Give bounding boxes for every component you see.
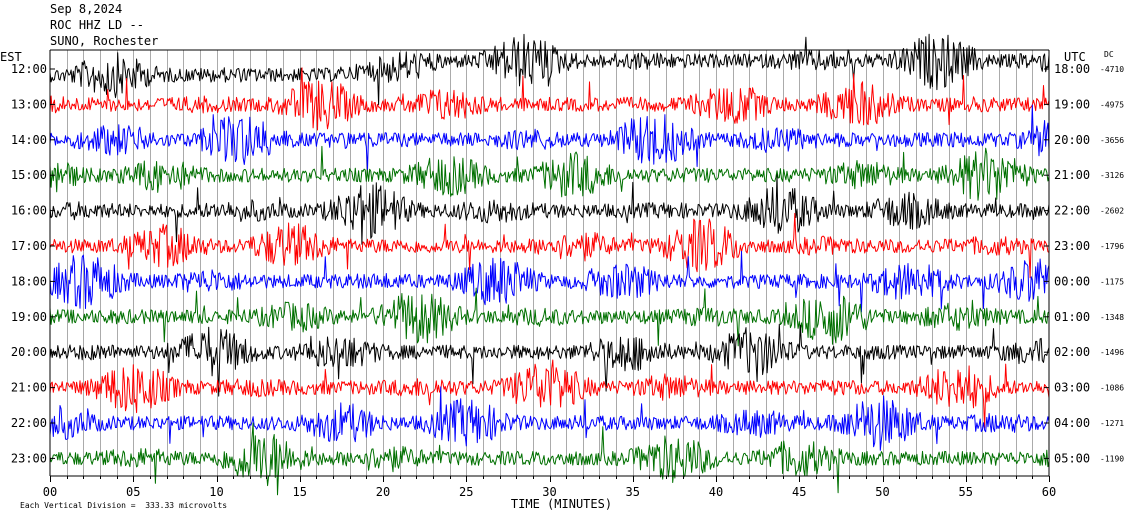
x-axis-label: TIME (MINUTES) bbox=[511, 497, 612, 511]
right-time-label: 02:00 bbox=[1054, 345, 1090, 359]
header-date: Sep 8,2024 bbox=[50, 2, 123, 16]
x-tick-label: 10 bbox=[209, 485, 223, 499]
x-tick-label: 25 bbox=[459, 485, 473, 499]
x-tick-label: 30 bbox=[542, 485, 556, 499]
right-time-label: 18:00 bbox=[1054, 62, 1090, 76]
dc-value: -1190 bbox=[1100, 454, 1124, 463]
trace-row-20:00 bbox=[49, 323, 1050, 397]
left-time-label: 13:00 bbox=[11, 97, 47, 111]
x-tick-label: 15 bbox=[293, 485, 307, 499]
header-station: ROC HHZ LD -- bbox=[50, 18, 144, 32]
dc-value: -1086 bbox=[1100, 384, 1124, 393]
dc-value: -1271 bbox=[1100, 419, 1124, 428]
right-timezone-label: UTC bbox=[1064, 50, 1086, 64]
right-time-label: 05:00 bbox=[1054, 451, 1090, 465]
dc-value: -1175 bbox=[1100, 277, 1124, 286]
footer-note: Each Vertical Division = 333.33 microvol… bbox=[20, 501, 228, 510]
x-tick-label: 45 bbox=[792, 485, 806, 499]
x-tick-label: 40 bbox=[709, 485, 723, 499]
x-tick-label: 05 bbox=[126, 485, 140, 499]
x-tick-label: 20 bbox=[376, 485, 390, 499]
trace-row-18:00 bbox=[49, 250, 1050, 313]
axis-labels: 12:00 18:00 -4710 13:00 19:00 -4975 14:00 20:00… bbox=[11, 62, 1124, 511]
dc-value: -3656 bbox=[1100, 136, 1124, 145]
dc-value: -4975 bbox=[1100, 100, 1124, 109]
axis-ticks bbox=[50, 68, 1050, 482]
dc-value: -1796 bbox=[1100, 242, 1124, 251]
left-time-label: 21:00 bbox=[11, 381, 47, 395]
x-tick-label: 50 bbox=[875, 485, 889, 499]
plot-frame bbox=[49, 49, 1050, 477]
gridlines bbox=[67, 50, 1033, 476]
right-time-label: 00:00 bbox=[1054, 274, 1090, 288]
right-time-label: 03:00 bbox=[1054, 381, 1090, 395]
x-tick-label: 35 bbox=[626, 485, 640, 499]
dc-value: -2602 bbox=[1100, 207, 1124, 216]
right-time-label: 20:00 bbox=[1054, 133, 1090, 147]
right-time-label: 04:00 bbox=[1054, 416, 1090, 430]
trace-row-12:00 bbox=[49, 33, 1050, 106]
trace-row-17:00 bbox=[49, 212, 1050, 279]
right-time-label: 22:00 bbox=[1054, 204, 1090, 218]
x-tick-label: 00 bbox=[43, 485, 57, 499]
trace-row-16:00 bbox=[49, 174, 1050, 245]
trace-row-23:00 bbox=[49, 422, 1050, 496]
left-timezone-label: EST bbox=[0, 50, 22, 64]
left-time-label: 20:00 bbox=[11, 345, 47, 359]
left-time-label: 23:00 bbox=[11, 451, 47, 465]
left-time-label: 18:00 bbox=[11, 274, 47, 288]
left-time-label: 12:00 bbox=[11, 62, 47, 76]
dc-value: -3126 bbox=[1100, 171, 1124, 180]
trace-row-14:00 bbox=[49, 104, 1050, 170]
left-time-label: 17:00 bbox=[11, 239, 47, 253]
right-time-label: 21:00 bbox=[1054, 168, 1090, 182]
left-time-label: 22:00 bbox=[11, 416, 47, 430]
trace-row-19:00 bbox=[49, 287, 1050, 347]
trace-row-15:00 bbox=[49, 145, 1050, 201]
dc-value: -1348 bbox=[1100, 313, 1124, 322]
left-time-label: 16:00 bbox=[11, 204, 47, 218]
right-time-label: 19:00 bbox=[1054, 97, 1090, 111]
x-tick-label: 55 bbox=[959, 485, 973, 499]
header-location: SUNO, Rochester bbox=[50, 34, 159, 48]
dc-value: -1496 bbox=[1100, 348, 1124, 357]
right-time-label: 23:00 bbox=[1054, 239, 1090, 253]
x-tick-label: 60 bbox=[1042, 485, 1056, 499]
left-time-label: 14:00 bbox=[11, 133, 47, 147]
left-time-label: 15:00 bbox=[11, 168, 47, 182]
trace-row-13:00 bbox=[49, 67, 1050, 131]
trace-row-22:00 bbox=[49, 386, 1050, 451]
trace-row-21:00 bbox=[49, 359, 1050, 429]
dc-value: -4710 bbox=[1100, 65, 1124, 74]
left-time-label: 19:00 bbox=[11, 310, 47, 324]
right-time-label: 01:00 bbox=[1054, 310, 1090, 324]
traces bbox=[49, 33, 1050, 496]
dc-label: DC bbox=[1104, 50, 1114, 59]
